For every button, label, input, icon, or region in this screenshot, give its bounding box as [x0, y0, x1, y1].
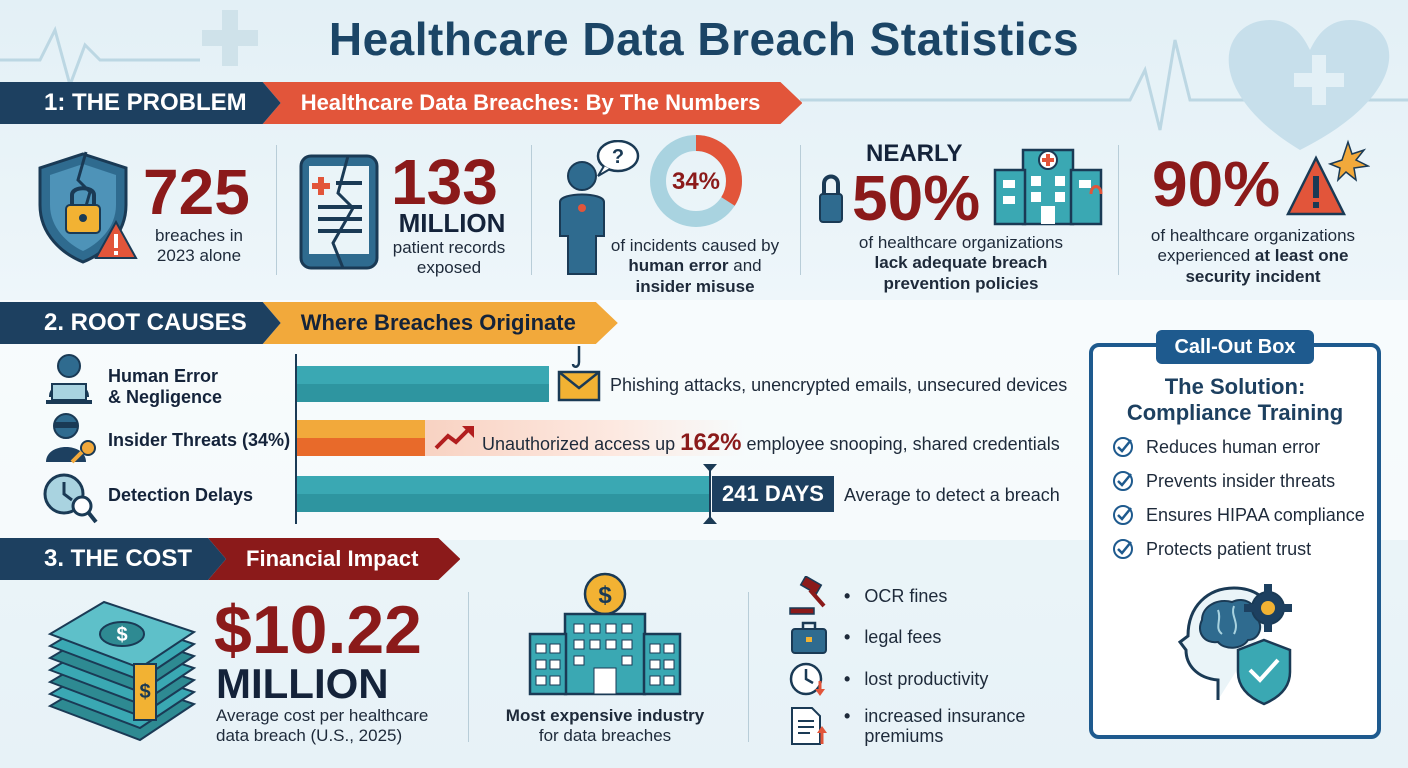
bar-insider-highlight — [425, 420, 745, 456]
stat-breaches-value: 725 — [143, 156, 250, 228]
padlock-icon — [819, 174, 843, 223]
svg-text:?: ? — [612, 146, 624, 168]
divider — [800, 145, 801, 275]
donut-34-percent — [650, 135, 742, 227]
callout-tag: Call-Out Box — [1156, 330, 1314, 364]
stat-policies-text: of healthcare organizations lack adequate… — [858, 233, 1064, 293]
section-subtitle: Healthcare Data Breaches: By The Numbers — [263, 82, 803, 124]
broken-tablet-icon — [299, 154, 379, 270]
money-stack-icon: $ $ — [47, 600, 197, 742]
callout-item: Reduces human error — [1112, 436, 1320, 458]
cost-item-ocr-fines: • OCR fines — [788, 576, 947, 616]
stat-records-value: 133 — [391, 146, 498, 218]
cost-item-legal-fees: • legal fees — [788, 617, 941, 657]
stat-policies-value: 50% — [852, 162, 981, 234]
root-cause-label-insider: Insider Threats (34%) — [108, 430, 291, 450]
check-circle-icon — [1113, 505, 1133, 525]
clock-magnifier-icon — [43, 473, 98, 524]
bar-insider — [297, 420, 425, 456]
cost-unit: MILLION — [216, 660, 389, 707]
stat-policies-prefix: NEARLY — [866, 140, 963, 167]
bar-axis — [295, 354, 297, 524]
document-up-arrow-icon — [791, 707, 827, 745]
person-question-icon: ? — [559, 140, 640, 275]
phishing-email-icon — [557, 346, 601, 402]
cost-item-insurance: • increased insurance premiums — [788, 706, 1044, 746]
svg-text:$: $ — [139, 681, 150, 703]
section-label: 1: THE PROBLEM — [0, 82, 281, 124]
stat-incident-value: 90% — [1152, 148, 1281, 220]
divider — [1118, 145, 1119, 275]
stat-records-text: patient records exposed — [392, 238, 506, 278]
briefcase-icon — [791, 621, 827, 654]
check-circle-icon — [1113, 539, 1133, 559]
root-cause-label-detection: Detection Delays — [108, 485, 254, 505]
stat-human-error-value: 34% — [671, 168, 721, 195]
marker-triangles — [703, 464, 717, 524]
hospital-building-icon — [993, 148, 1103, 226]
divider — [748, 592, 749, 742]
divider — [531, 145, 532, 275]
root-cause-note-insider: Unauthorized access up 162% employee sno… — [482, 429, 1060, 456]
section-label: 2. ROOT CAUSES — [0, 302, 281, 344]
section-subtitle: Where Breaches Originate — [263, 302, 618, 344]
callout-item: Protects patient trust — [1112, 538, 1311, 560]
industry-text: Most expensive industry for data breaches — [505, 706, 705, 746]
callout-title: The Solution: Compliance Training — [1126, 374, 1344, 426]
section-banner-root-causes: 2. ROOT CAUSES Where Breaches Originate — [0, 302, 618, 344]
person-laptop-icon — [46, 354, 92, 404]
check-circle-icon — [1113, 437, 1133, 457]
root-cause-note-detection: Average to detect a breach — [844, 485, 1060, 505]
callout-item: Ensures HIPAA compliance — [1112, 504, 1365, 526]
warning-burst-icon — [1286, 139, 1370, 216]
cost-text: Average cost per healthcare data breach … — [216, 706, 429, 746]
thief-key-icon — [46, 413, 96, 464]
svg-text:$: $ — [116, 624, 127, 646]
cost-value: $10.22 — [214, 592, 422, 668]
detection-days-badge: 241 DAYS — [712, 476, 834, 512]
bank-building-dollar-icon: $ — [528, 572, 682, 696]
divider — [468, 592, 469, 742]
clock-down-arrow-icon — [789, 662, 825, 696]
callout-item: Prevents insider threats — [1112, 470, 1335, 492]
marker-line — [709, 470, 711, 518]
stat-human-error-text: of incidents caused by human error and i… — [610, 236, 780, 296]
section-label: 3. THE COST — [0, 538, 226, 580]
section-banner-cost: 3. THE COST Financial Impact — [0, 538, 460, 580]
brain-gear-shield-icon — [1178, 584, 1292, 706]
root-cause-label-human-error: Human Error & Negligence — [108, 366, 223, 407]
gavel-icon — [789, 576, 826, 615]
check-circle-icon — [1113, 471, 1133, 491]
svg-text:$: $ — [598, 582, 612, 609]
cost-item-lost-productivity: • lost productivity — [788, 659, 988, 699]
divider — [276, 145, 277, 275]
stat-breaches-text: breaches in 2023 alone — [155, 226, 243, 266]
trend-up-arrow-icon — [434, 426, 474, 450]
root-cause-note-human-error: Phishing attacks, unencrypted emails, un… — [610, 375, 1068, 395]
shield-lock-icon — [38, 151, 138, 264]
section-subtitle: Financial Impact — [208, 538, 460, 580]
stat-incident-text: of healthcare organizations experienced … — [1150, 226, 1356, 286]
bar-detection — [297, 476, 709, 512]
stat-records-unit: MILLION — [398, 208, 506, 238]
bar-human-error — [297, 366, 549, 402]
page-title: Healthcare Data Breach Statistics — [328, 13, 1080, 65]
section-banner-problem: 1: THE PROBLEM Healthcare Data Breaches:… — [0, 82, 802, 124]
